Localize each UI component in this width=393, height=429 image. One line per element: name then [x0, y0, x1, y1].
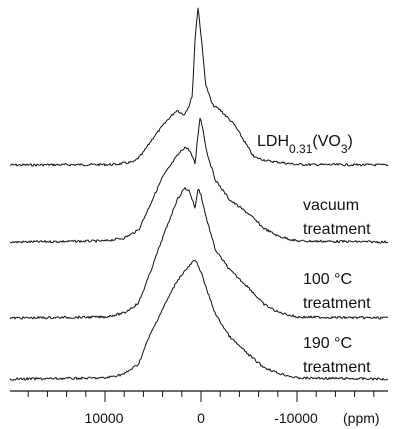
label-100c-line2: treatment — [303, 295, 371, 312]
label-vacuum-line2: treatment — [303, 221, 371, 238]
x-tick-label-10000: 10000 — [85, 410, 124, 426]
label-190c-line2: treatment — [303, 359, 371, 376]
spectrum-1 — [9, 7, 389, 167]
x-tick-label-minus-10000: -10000 — [274, 410, 318, 426]
label-vacuum-line1: vacuum — [303, 197, 359, 214]
spectrum-3 — [9, 187, 389, 320]
x-tick-label-0: 0 — [197, 410, 205, 426]
label-100c-line1: 100 °C — [303, 271, 352, 288]
x-axis-ticks — [27, 391, 375, 402]
spectra-layer — [9, 7, 389, 381]
label-ldh: LDH0.31(VO3) — [257, 133, 353, 156]
x-axis-unit-label: (ppm) — [343, 410, 380, 426]
spectrum-4 — [9, 260, 389, 381]
label-190c-line1: 190 °C — [303, 335, 352, 352]
spectrum-2 — [9, 117, 389, 244]
